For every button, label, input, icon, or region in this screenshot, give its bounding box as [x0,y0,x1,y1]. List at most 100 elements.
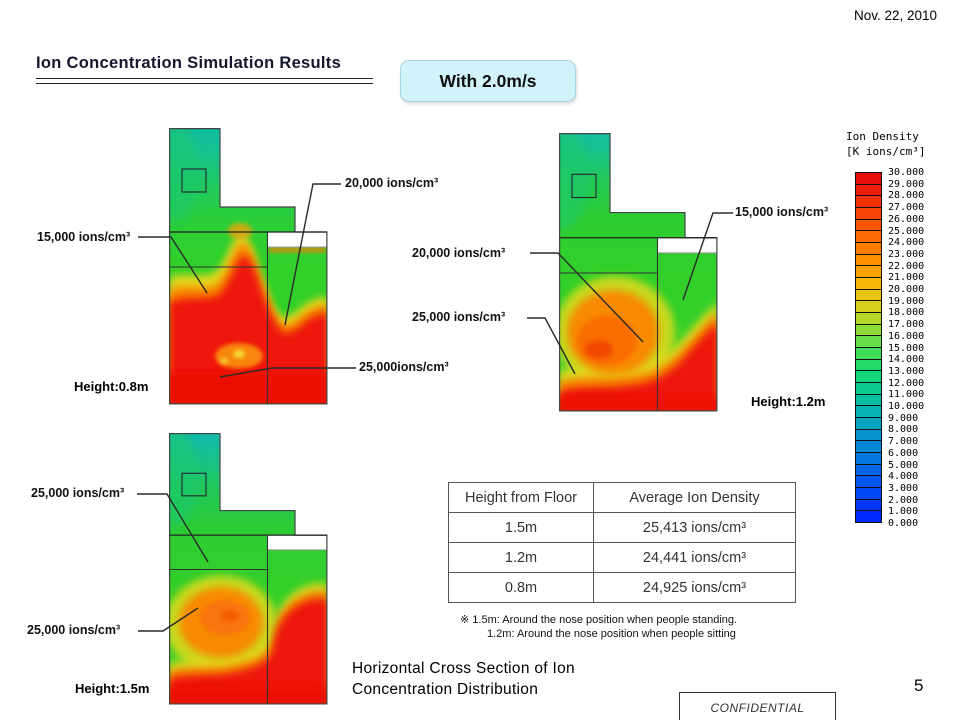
legend-color-cell [856,219,881,232]
figure-caption-line1: Horizontal Cross Section of Ion [352,660,575,677]
table-cell-density: 24,925 ions/cm³ [593,572,796,603]
slide-date: Nov. 22, 2010 [854,8,938,23]
legend-tick-label: 23.000 [888,248,925,260]
legend-color-cell [856,313,881,325]
table-row: 1.2m 24,441 ions/cm³ [448,542,796,573]
legend-tick-label: 16.000 [888,330,925,342]
annotation-25000-map1: 25,000ions/cm³ [359,360,449,374]
legend-tick-label: 18.000 [888,307,925,319]
legend-title: Ion Density [846,130,919,143]
legend-tick-label: 1.000 [888,506,919,518]
table-header-density: Average Ion Density [593,482,796,513]
table-header-row: Height from Floor Average Ion Density [448,482,796,513]
legend-tick-label: 10.000 [888,401,925,412]
table-row: 0.8m 24,925 ions/cm³ [448,572,796,603]
legend-bar [855,172,882,523]
legend-tick-label: 17.000 [888,319,925,331]
legend-color-cell [856,184,881,197]
legend-units: [K ions/cm³] [846,145,926,158]
legend-tick-label: 28.000 [888,190,925,202]
legend-tick-label: 3.000 [888,482,919,494]
legend-color-cell [856,441,881,454]
legend-color-cell [856,231,881,244]
legend-tick-label: 2.000 [888,494,919,506]
table-cell-height: 1.2m [448,542,594,573]
annotation-25000-map3-bottom: 25,000 ions/cm³ [27,623,121,637]
legend-color-cell [856,383,881,395]
legend-tick-label: 21.000 [888,272,925,284]
legend-color-cell [856,488,881,500]
legend-tick-label: 13.000 [888,365,925,377]
legend-color-cell [856,476,881,489]
legend-color-cell [856,464,881,477]
table-cell-density: 25,413 ions/cm³ [593,512,796,543]
annotation-15000-map2: 15,000 ions/cm³ [735,205,829,219]
legend-tick-label: 5.000 [888,459,919,471]
legend-tick-label: 19.000 [888,295,925,307]
height-label-1.2m: Height:1.2m [751,394,826,409]
legend-tick-label: 14.000 [888,354,925,366]
table-cell-height: 0.8m [448,572,594,603]
legend-color-cell [856,429,881,442]
table-cell-height: 1.5m [448,512,594,543]
table-row: 1.5m 25,413 ions/cm³ [448,512,796,543]
legend-ticks: 30.000 29.000 28.000 27.000 26.000 25.000 24.0… [888,167,948,532]
height-label-1.5m: Height:1.5m [75,681,150,696]
legend-tick-label: 20.000 [888,284,925,295]
legend-color-cell [856,418,881,430]
page-title: Ion Concentration Simulation Results [36,54,342,72]
average-ion-density-table: Height from Floor Average Ion Density 1.… [448,482,796,603]
figure-caption: Horizontal Cross Section of Ion Concentr… [352,658,575,700]
confidential-stamp: CONFIDENTIAL [679,692,836,720]
table-cell-density: 24,441 ions/cm³ [593,542,796,573]
legend-tick-label: 12.000 [888,377,925,389]
legend-tick-label: 7.000 [888,436,919,448]
legend-tick-label: 6.000 [888,447,919,459]
legend-color-cell [856,278,881,290]
height-label-0.8m: Height:0.8m [74,379,149,394]
legend-color-cell [856,348,881,360]
page-number: 5 [914,676,924,695]
legend-tick-label: 29.000 [888,178,925,190]
figure-caption-line2: Concentration Distribution [352,681,539,698]
legend-tick-label: 22.000 [888,260,925,272]
legend-color-cell [856,173,881,185]
confidential-label: CONFIDENTIAL [710,701,805,715]
annotation-20000-map1: 20,000 ions/cm³ [345,176,439,190]
legend-tick-label: 11.000 [888,389,925,401]
legend-color-cell [856,359,881,372]
heatmap-height-1.2m [559,133,718,412]
legend-color-cell [856,406,881,419]
heatmap-height-0.8m [169,128,328,405]
annotation-20000-map2: 20,000 ions/cm³ [412,246,506,260]
table-header-height: Height from Floor [448,482,594,513]
legend-color-cell [856,301,881,314]
legend-color-cell [856,243,881,255]
legend-tick-label: 4.000 [888,471,919,483]
legend-tick-label: 24.000 [888,237,925,249]
legend-color-cell [856,394,881,407]
legend-color-cell [856,336,881,349]
heatmap-height-1.5m [169,433,328,705]
legend-color-cell [856,254,881,267]
footnote-line2: 1.2m: Around the nose position when peop… [487,628,736,640]
legend-tick-label: 9.000 [888,412,919,424]
wind-speed-badge: With 2.0m/s [400,60,576,102]
legend-color-cell [856,511,881,523]
legend-color-cell [856,289,881,302]
legend-color-cell [856,266,881,279]
legend-color-cell [856,371,881,384]
annotation-25000-map2: 25,000 ions/cm³ [412,310,506,324]
legend-tick-label: 15.000 [888,342,925,354]
legend-color-cell [856,499,881,512]
footnote-line1: ※ 1.5m: Around the nose position when pe… [460,614,738,626]
legend-color-cell [856,196,881,209]
annotation-25000-map3-top: 25,000 ions/cm³ [31,486,125,500]
legend-color-cell [856,208,881,220]
legend-color-cell [856,453,881,465]
title-underline [36,78,373,84]
legend-tick-label: 26.000 [888,213,925,225]
legend-tick-label: 0.000 [888,518,919,529]
